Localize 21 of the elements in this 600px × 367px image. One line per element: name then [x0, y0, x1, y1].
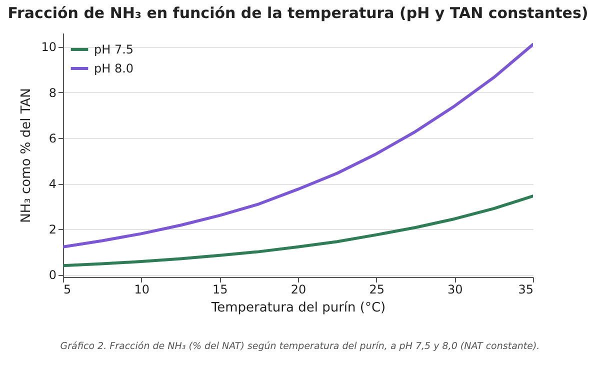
line-series [63, 194, 533, 268]
y-tick-label: 2 [48, 222, 56, 237]
chart-title: Fracción de NH₃ en función de la temperatura (pH y TAN constantes) [8, 4, 588, 22]
x-tick-label: 35 [518, 282, 534, 296]
y-axis-title: NH₃ como % del TAN [19, 88, 34, 223]
x-tick-label: 20 [290, 282, 306, 296]
x-tick-label: 5 [64, 282, 72, 296]
text: Gráfico 2. Fracción de NH₃ (% del NAT) según temperatura del purín, a pH 7,5 y 8,0 (NAT constante). [59, 341, 541, 352]
x-tick-label: 15 [212, 282, 228, 296]
x-tick-label: 30 [448, 282, 463, 296]
x-tick-label: 25 [369, 282, 384, 296]
y-tick-label: 6 [48, 131, 56, 146]
y-tick-label: 8 [48, 86, 56, 100]
x-tick-label: 10 [134, 282, 150, 296]
y-tick-label: 10 [41, 40, 56, 54]
y-tick-label: 4 [48, 177, 56, 192]
legend-label: pH 7.5 [94, 42, 134, 56]
y-tick-label: 0 [48, 268, 56, 282]
legend-label: pH 8.0 [94, 62, 134, 76]
line-series [63, 42, 533, 248]
x-axis-title: Temperatura del purín (°C) [210, 300, 386, 316]
